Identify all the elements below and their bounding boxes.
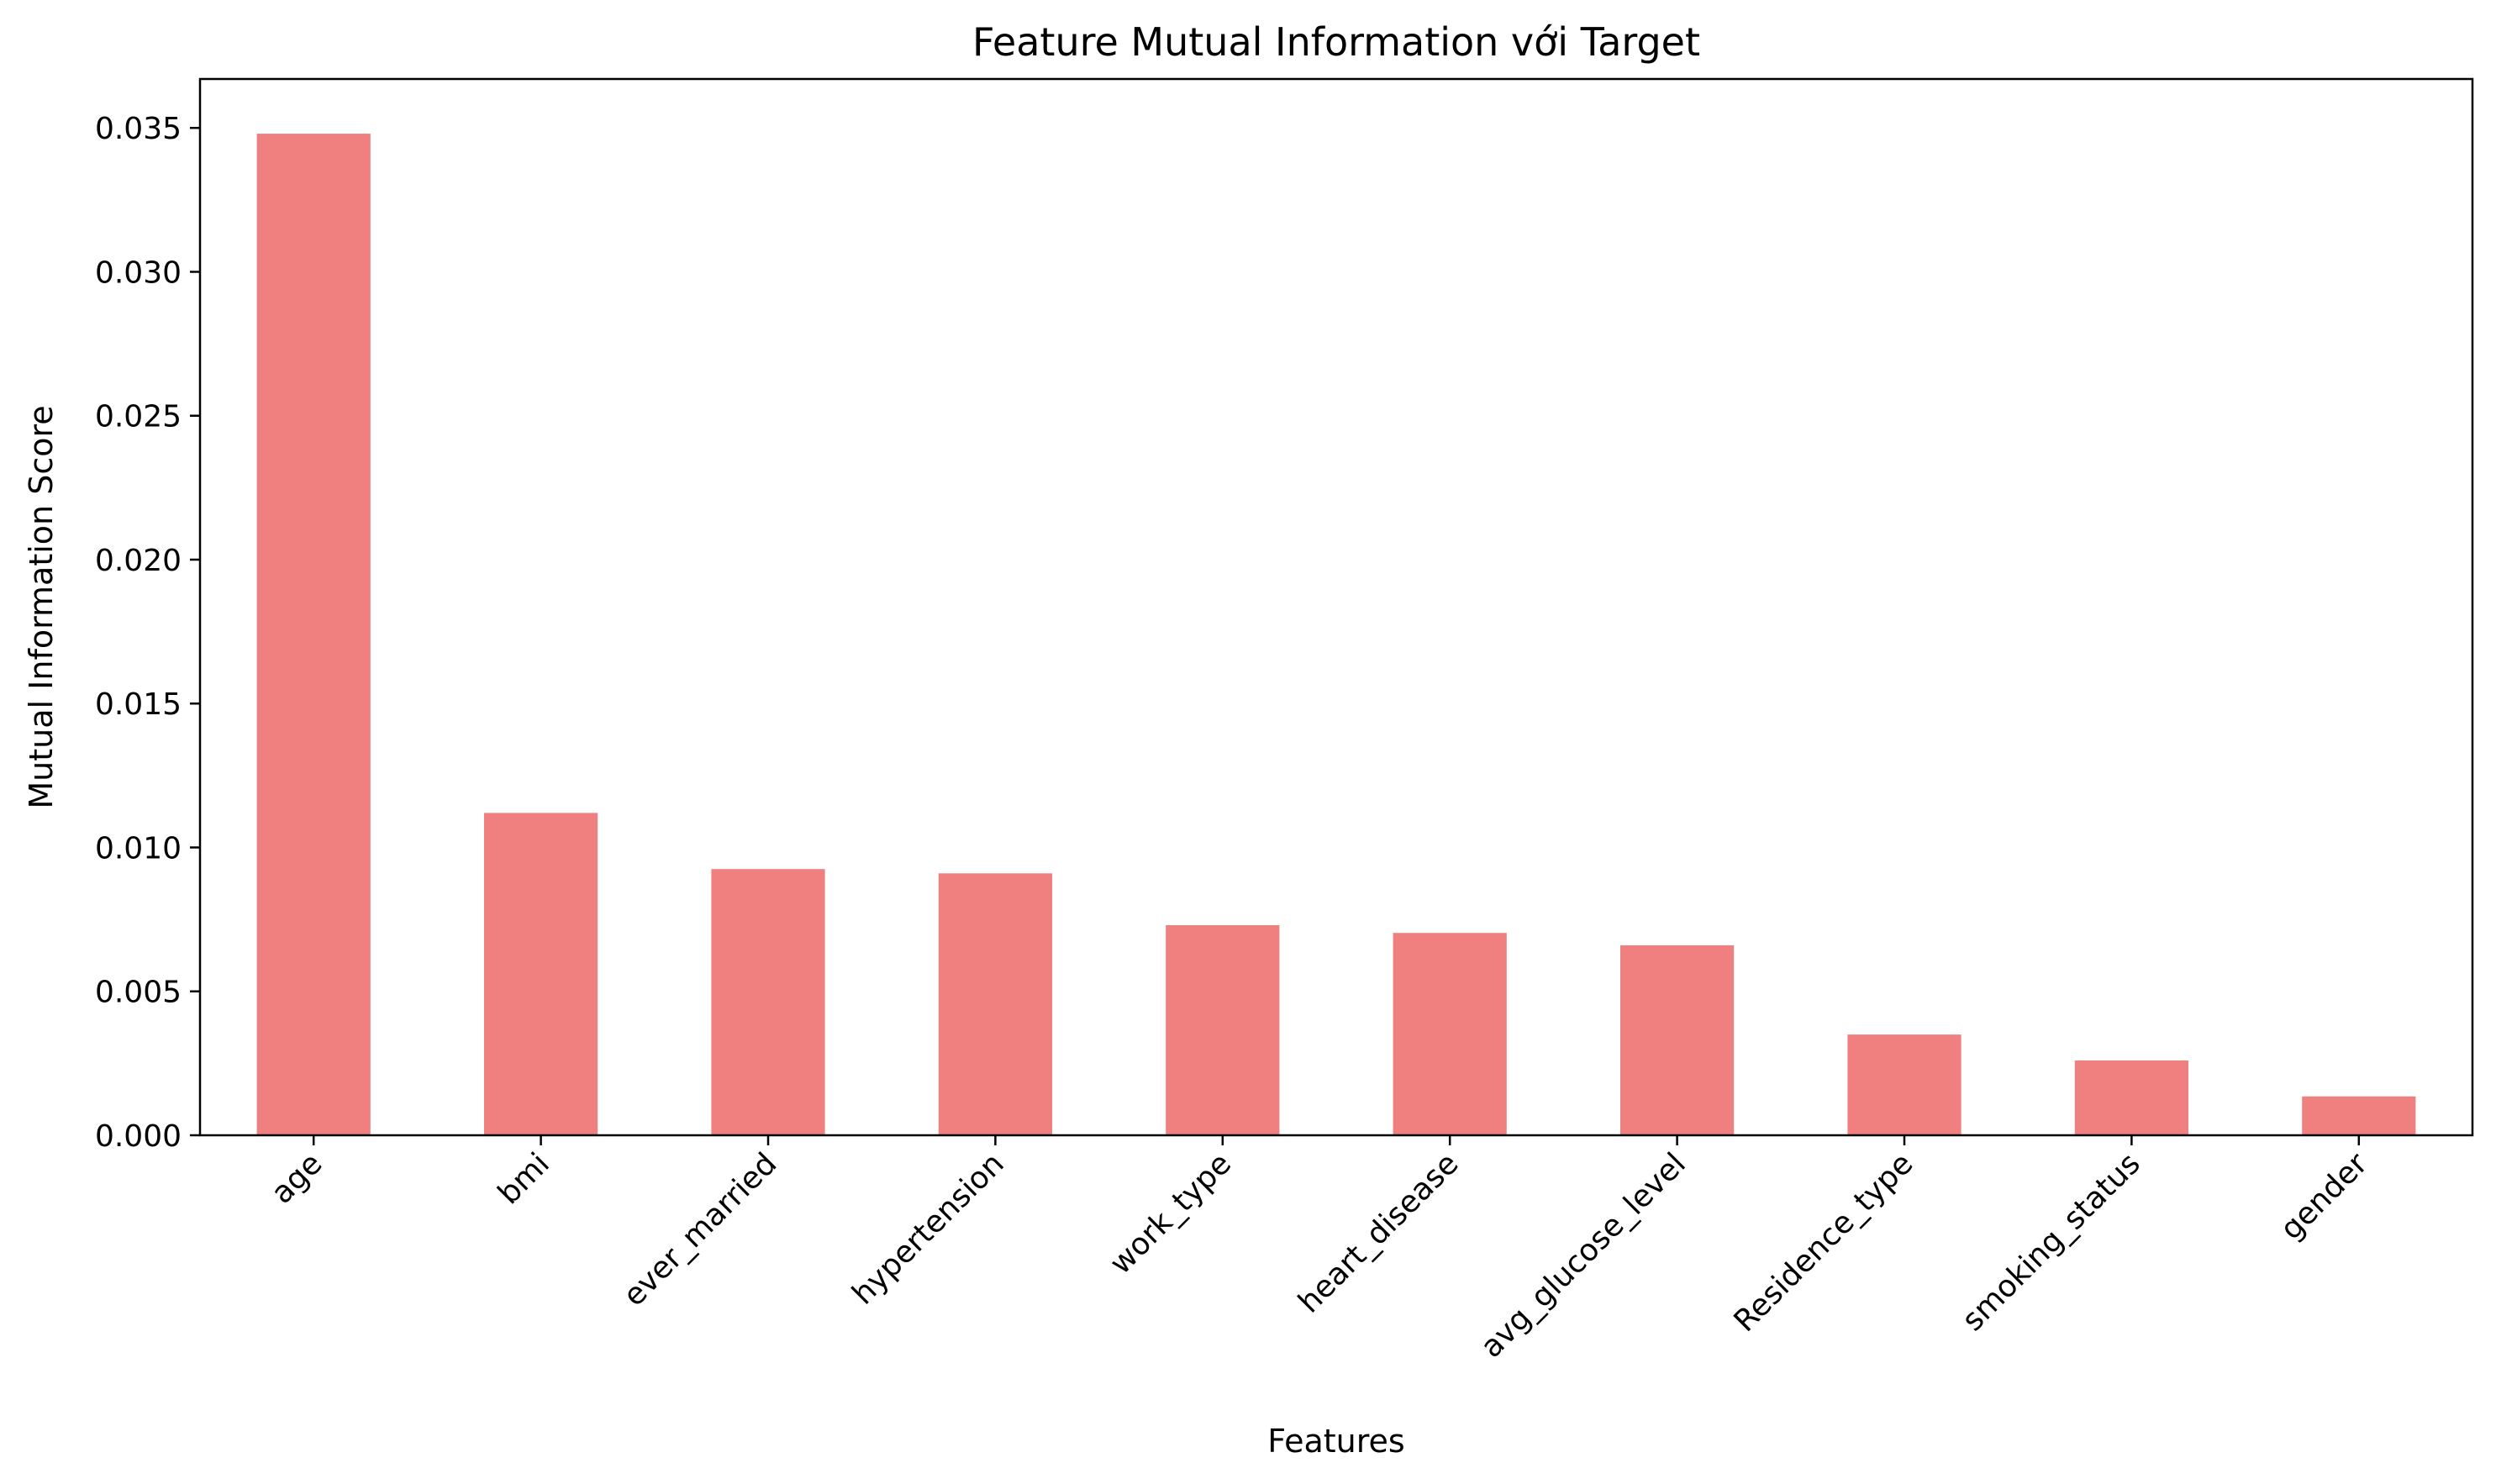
y-tick-label: 0.030: [95, 255, 182, 290]
bar-residence-type: [1847, 1034, 1962, 1135]
bar-avg-glucose-level: [1620, 945, 1735, 1135]
x-tick-label: smoking_status: [1956, 1146, 2147, 1338]
x-tick-label: gender: [2274, 1146, 2374, 1246]
x-tick-label: bmi: [492, 1146, 556, 1211]
x-tick-label: age: [265, 1146, 329, 1210]
bar-hypertension: [938, 873, 1052, 1135]
x-tick-label: avg_glucose_level: [1474, 1146, 1693, 1365]
x-tick-label: ever_married: [617, 1146, 783, 1313]
bar-bmi: [484, 813, 598, 1135]
bar-age: [256, 134, 371, 1135]
bar-gender: [2302, 1096, 2416, 1135]
x-tick-label: work_type: [1103, 1146, 1238, 1281]
x-tick-label: Residence_type: [1728, 1146, 1920, 1339]
x-axis-ticks: age bmi ever_married hypertension work_type h…: [265, 1135, 2374, 1365]
y-tick-label: 0.020: [95, 544, 182, 578]
plot-area-frame: [198, 77, 2474, 1137]
bar-heart-disease: [1393, 933, 1507, 1135]
y-tick-label: 0.010: [95, 831, 182, 866]
y-tick-label: 0.015: [95, 687, 182, 722]
bar-smoking-status: [2074, 1060, 2188, 1135]
y-axis-ticks: 0.000 0.005 0.010 0.015 0.020 0.025 0.030 0.035: [95, 112, 200, 1154]
bar-work-type: [1166, 924, 1280, 1135]
x-tick-label: heart_disease: [1292, 1146, 1465, 1319]
y-tick-label: 0.035: [95, 112, 182, 146]
y-tick-label: 0.005: [95, 976, 182, 1010]
chart-title: Feature Mutual Information với Target: [972, 19, 1700, 65]
y-tick-label: 0.000: [95, 1119, 182, 1154]
x-tick-label: hypertension: [845, 1146, 1010, 1311]
y-axis-label: Mutual Information Score: [23, 405, 60, 808]
y-tick-label: 0.025: [95, 400, 182, 434]
bar-ever-married: [711, 869, 825, 1135]
bars-group: [256, 134, 2416, 1135]
x-axis-label: Features: [1267, 1423, 1404, 1460]
